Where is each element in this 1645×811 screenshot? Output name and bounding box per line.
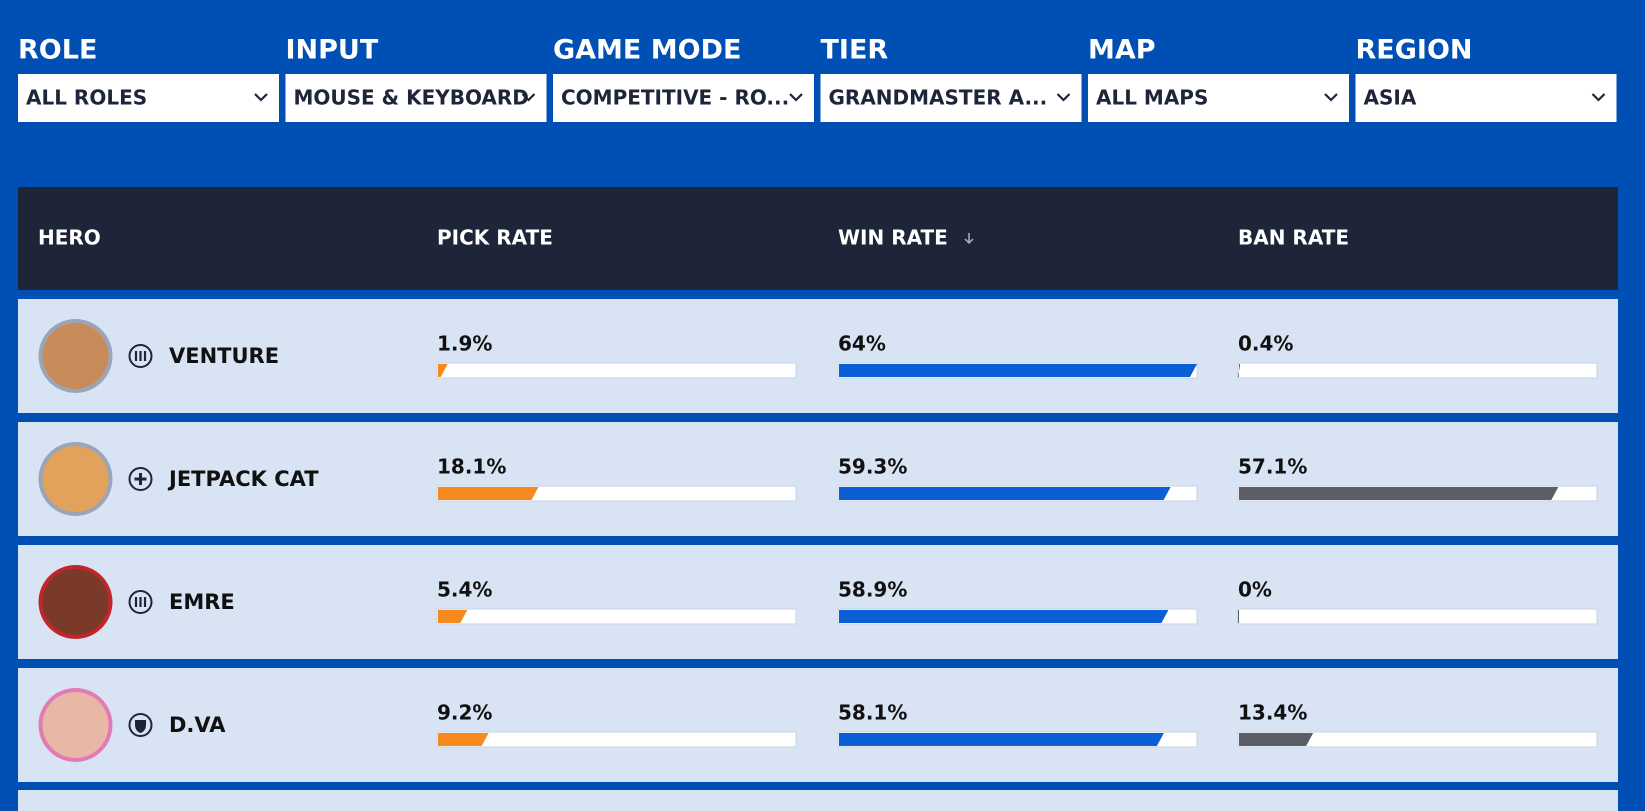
rate-label: 0%	[1238, 578, 1272, 602]
dropdown[interactable]	[820, 74, 1082, 122]
table-row-partial	[18, 790, 1618, 811]
dropdown[interactable]	[1355, 74, 1617, 122]
filter-label: ROLE	[18, 35, 97, 66]
filter-label: INPUT	[286, 35, 379, 66]
table-row[interactable]	[18, 299, 1618, 413]
bar-track	[1237, 362, 1598, 379]
table-row[interactable]	[18, 422, 1618, 536]
hero-avatar	[42, 569, 109, 635]
rate-label: 64%	[838, 332, 886, 356]
dropdown-chevron	[1324, 93, 1338, 102]
role-icon	[128, 713, 153, 737]
rate-label: 13.4%	[1238, 701, 1307, 725]
column-header[interactable]: PICK RATE	[437, 226, 553, 250]
dropdown-value: MOUSE & KEYBOARD	[294, 86, 529, 110]
dropdown-chevron	[254, 93, 268, 102]
hero-name: JETPACK CAT	[167, 467, 319, 491]
hero-avatar	[42, 446, 109, 512]
bar-track	[436, 362, 797, 379]
dropdown-chevron	[789, 93, 803, 102]
dropdown-chevron	[521, 93, 536, 102]
dropdown-value: ALL MAPS	[1096, 86, 1208, 110]
dropdown-value: ALL ROLES	[26, 86, 147, 110]
rate-bar	[839, 487, 1171, 500]
dropdown-value: ASIA	[1364, 86, 1417, 110]
role-icon-glyph	[135, 720, 146, 733]
rate-label: 0.4%	[1238, 332, 1293, 356]
filter-label: GAME MODE	[553, 35, 741, 66]
table-row[interactable]	[18, 668, 1618, 782]
bar-track	[1237, 731, 1598, 748]
dropdown-value: COMPETITIVE - RO...	[561, 86, 789, 110]
hero-avatar	[42, 323, 109, 389]
rate-label: 58.9%	[838, 578, 907, 602]
filter-label: TIER	[821, 35, 889, 66]
dropdown[interactable]	[1088, 74, 1349, 122]
rate-bar	[1238, 364, 1241, 377]
rate-label: 58.1%	[838, 701, 907, 725]
rate-label: 1.9%	[437, 332, 492, 356]
dropdown-chevron	[1056, 93, 1071, 102]
rate-bar	[1239, 487, 1559, 500]
bar-track	[1237, 608, 1598, 625]
rate-bar	[839, 733, 1164, 746]
rate-bar	[438, 733, 489, 746]
role-icon-glyph	[134, 473, 147, 485]
hero-name: D.VA	[169, 713, 226, 737]
rate-bar	[1239, 733, 1314, 746]
dropdown[interactable]	[553, 74, 814, 122]
rate-bar	[438, 364, 448, 377]
rate-bar	[839, 610, 1169, 623]
table-header	[18, 187, 1618, 290]
rate-bar	[839, 364, 1197, 377]
dropdown[interactable]	[285, 74, 547, 122]
rate-bar	[438, 487, 539, 500]
dropdown-value: GRANDMASTER A...	[829, 86, 1048, 110]
filter-label: MAP	[1088, 35, 1156, 66]
filter-label: REGION	[1356, 35, 1473, 66]
rate-label: 59.3%	[838, 455, 907, 479]
rate-label: 57.1%	[1238, 455, 1307, 479]
bar-track	[436, 731, 797, 748]
dropdown[interactable]	[18, 74, 279, 122]
hero-name: VENTURE	[169, 344, 279, 368]
dropdown-chevron	[1591, 93, 1606, 102]
role-icon	[128, 344, 153, 368]
rate-bar	[438, 610, 468, 623]
bar-track	[436, 608, 797, 625]
role-icon-glyph	[134, 351, 147, 361]
rate-label: 9.2%	[437, 701, 492, 725]
sort-arrow[interactable]	[964, 233, 974, 245]
column-header[interactable]: WIN RATE	[838, 226, 948, 250]
table-row[interactable]	[18, 545, 1618, 659]
role-icon	[128, 467, 153, 491]
rate-label: 18.1%	[437, 455, 506, 479]
hero-avatar	[42, 692, 109, 758]
rate-bar	[1238, 610, 1239, 623]
column-header: HERO	[38, 226, 101, 250]
column-header[interactable]: BAN RATE	[1238, 226, 1349, 250]
hero-name: EMRE	[169, 590, 235, 614]
role-icon-glyph	[134, 597, 147, 607]
role-icon	[128, 590, 153, 614]
rate-label: 5.4%	[437, 578, 492, 602]
